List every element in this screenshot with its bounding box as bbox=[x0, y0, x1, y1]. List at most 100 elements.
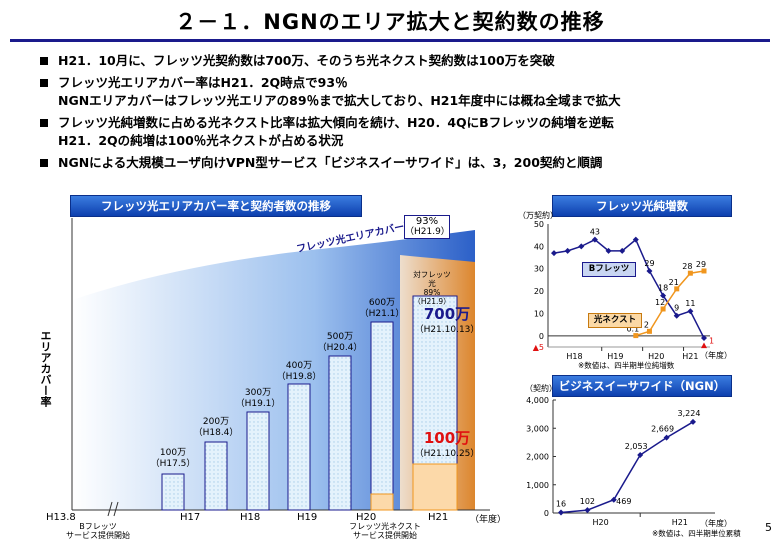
rb-y-tick: 1,000 bbox=[526, 481, 549, 490]
rt-y-tick: 40 bbox=[534, 242, 544, 251]
rt-neg-marker bbox=[701, 342, 707, 349]
bar-value-700: 700万 bbox=[423, 305, 471, 323]
rt-x-tick: H18 bbox=[566, 352, 582, 361]
note-line: サービス提供開始 bbox=[353, 531, 417, 540]
page-number: 5 bbox=[765, 521, 772, 534]
bar-label-700: 700万 （H21.10.13） bbox=[412, 306, 482, 338]
rb-y-tick: 2,000 bbox=[526, 453, 549, 462]
rt-data-label: 9 bbox=[674, 304, 679, 313]
rt-data-label: 12 bbox=[655, 298, 665, 307]
rt-series-line-0 bbox=[553, 238, 705, 339]
rt-point-bflets bbox=[578, 243, 585, 250]
rt-y-tick: 50 bbox=[534, 220, 544, 229]
rt-point-bflets bbox=[687, 308, 694, 315]
bar-label-h17: 100万 （H17.5） bbox=[150, 448, 196, 470]
bar-h21a bbox=[370, 321, 394, 511]
bar-value: 300万 bbox=[244, 388, 272, 398]
rb-data-label: 16 bbox=[556, 500, 566, 509]
rb-note: ※数値は、四半期単位累積 bbox=[652, 529, 741, 538]
page-title: ２－１．NGNのエリア拡大と契約数の推移 bbox=[175, 10, 605, 34]
note-line: フレッツ光ネクスト bbox=[349, 522, 421, 531]
bar-h19a bbox=[246, 411, 270, 511]
rt-point-next bbox=[701, 268, 707, 274]
rb-xunit: （年度） bbox=[700, 519, 732, 528]
rt-point-bflets bbox=[605, 247, 612, 254]
ngn-cover-date: （H21.9） bbox=[413, 297, 451, 306]
bar-value: 400万 bbox=[285, 361, 313, 371]
rt-data-label: 29 bbox=[696, 260, 706, 269]
x-tick-h18: H18 bbox=[240, 512, 261, 523]
rt-point-next bbox=[660, 306, 666, 312]
x-tick-h20: H20 bbox=[356, 512, 377, 523]
rt-data-label: 43 bbox=[590, 228, 600, 237]
bar-date: （H19.8） bbox=[276, 372, 322, 382]
bullet-list: H21．10月に、フレッツ光契約数は700万、そのうち光ネクスト契約数は100万… bbox=[40, 52, 621, 172]
left-chart-banner: フレッツ光エリアカバー率と契約者数の推移 bbox=[70, 195, 362, 217]
bar-value: 500万 bbox=[326, 332, 354, 342]
bar-label-h18: 200万 （H18.4） bbox=[193, 417, 239, 439]
ngn-cover-callout: 対フレッツ光 89% （H21.9） bbox=[412, 270, 452, 306]
rt-y-tick: 10 bbox=[534, 309, 544, 318]
bar-h19b bbox=[287, 383, 311, 511]
bar-date: （H20.4） bbox=[317, 343, 363, 353]
cover-pct: 93% bbox=[415, 216, 439, 227]
rt-data-label: 28 bbox=[682, 262, 692, 271]
rt-note: ※数値は、四半期単位純増数 bbox=[578, 361, 675, 370]
bullet-3-cont: H21．2Qの純増は100％光ネクストが占める状況 bbox=[58, 133, 344, 148]
rb-point bbox=[584, 507, 591, 514]
rt-data-label: 18 bbox=[658, 284, 668, 293]
x-tick-h17: H17 bbox=[180, 512, 201, 523]
bar-label-h19a: 300万 （H19.1） bbox=[235, 388, 281, 410]
rb-y-tick: 0 bbox=[544, 509, 549, 518]
x-unit: （年度） bbox=[470, 515, 507, 525]
bar-date: （H17.5） bbox=[150, 459, 196, 469]
rt-point-bflets bbox=[646, 267, 653, 274]
rb-data-label: 102 bbox=[580, 497, 595, 506]
rt-end-label: 1 bbox=[709, 336, 714, 345]
cover-date: （H21.9） bbox=[405, 227, 450, 237]
cover-callout: 93% （H21.9） bbox=[404, 215, 450, 239]
rt-point-next bbox=[646, 328, 652, 334]
rb-x-tick: H21 bbox=[672, 518, 688, 527]
ngn-cover-title: 対フレッツ光 bbox=[413, 270, 451, 288]
rb-y-tick: 4,000 bbox=[526, 396, 549, 405]
rb-series-line bbox=[560, 421, 694, 514]
bar-value: 200万 bbox=[202, 417, 230, 427]
axis-break-1 bbox=[107, 501, 113, 517]
rb-point bbox=[637, 452, 644, 459]
x-tick-h21: H21 bbox=[428, 512, 449, 523]
rt-xunit: （年度） bbox=[700, 351, 732, 360]
bar-label-h19b: 400万 （H19.8） bbox=[276, 361, 322, 383]
rb-data-label: 2,669 bbox=[651, 425, 674, 434]
bar-date: （H21.1） bbox=[359, 309, 405, 319]
rt-data-label: 11 bbox=[685, 299, 695, 308]
rb-point bbox=[558, 509, 564, 516]
rt-point-bflets bbox=[673, 312, 680, 319]
rt-x-tick: H21 bbox=[682, 352, 698, 361]
rt-point-bflets bbox=[701, 335, 707, 342]
rt-data-label: 0.1 bbox=[626, 325, 639, 334]
rt-point-bflets bbox=[660, 292, 667, 299]
rt-point-bflets bbox=[551, 250, 557, 257]
next-bar-1 bbox=[370, 493, 394, 511]
note-line: Bフレッツ bbox=[79, 522, 117, 531]
rt-y-tick: 20 bbox=[534, 287, 544, 296]
bullet-2: フレッツ光エリアカバー率はH21．2Q時点で93％ bbox=[40, 74, 621, 92]
rb-data-label: 3,224 bbox=[678, 409, 701, 418]
bar-label-h20: 500万 （H20.4） bbox=[317, 332, 363, 354]
rt-y-tick: 0 bbox=[539, 332, 544, 341]
rt-ylabel: （万契約） bbox=[518, 211, 558, 220]
bar-date: （H19.1） bbox=[235, 399, 281, 409]
rt-point-bflets bbox=[591, 236, 598, 243]
bullet-4: NGNによる大規模ユーザ向けVPN型サービス「ビジネスイーサワイド」は、3，20… bbox=[40, 154, 621, 172]
bullet-1: H21．10月に、フレッツ光契約数は700万、そのうち光ネクスト契約数は100万… bbox=[40, 52, 621, 70]
bar-h20 bbox=[328, 355, 352, 511]
bflets-start-note: Bフレッツ サービス提供開始 bbox=[58, 522, 138, 540]
bar-value: 100万 bbox=[159, 448, 187, 458]
business-ether-chart: 0 1,000 2,000 3,000 4,000 H20 H21 16 102 469 2,053… bbox=[526, 396, 715, 527]
next-date: （H21.10.25） bbox=[414, 449, 480, 459]
rt-point-next bbox=[687, 270, 693, 276]
rt-data-label: 29 bbox=[644, 259, 654, 268]
note-line: サービス提供開始 bbox=[66, 531, 130, 540]
